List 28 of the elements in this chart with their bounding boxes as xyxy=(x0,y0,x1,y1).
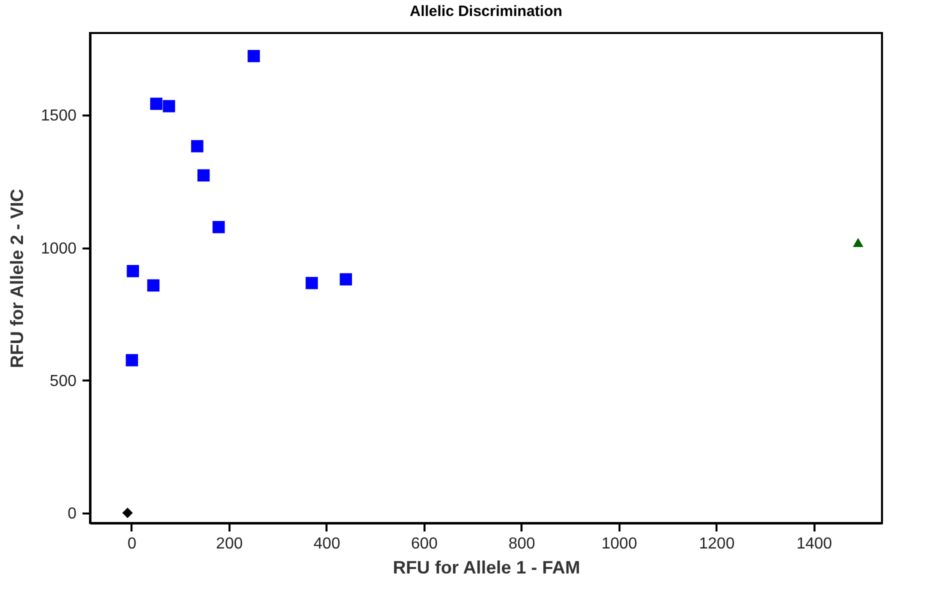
x-axis-title: RFU for Allele 1 - FAM xyxy=(392,558,580,578)
point xyxy=(147,279,160,292)
y-tick-label: 1000 xyxy=(40,240,77,258)
point xyxy=(191,140,204,152)
point xyxy=(340,273,352,286)
point xyxy=(126,354,138,366)
point xyxy=(162,100,176,112)
x-tick-label: 0 xyxy=(127,536,136,552)
x-tick-label: 600 xyxy=(411,536,438,552)
point xyxy=(306,276,318,290)
y-axis-title: RFU for Allele 2 - VIC xyxy=(6,188,27,368)
x-tick-label: 1000 xyxy=(602,536,638,552)
y-tick-label: 1500 xyxy=(40,108,77,125)
y-tick-label: 500 xyxy=(50,372,77,390)
x-tick-label: 800 xyxy=(508,536,536,552)
x-tick-label: 200 xyxy=(216,536,243,552)
chart-title: Allelic Discrimination xyxy=(410,3,562,20)
point xyxy=(248,50,260,62)
x-tick-label: 1200 xyxy=(698,536,735,552)
point xyxy=(122,508,133,518)
point xyxy=(150,98,162,110)
point xyxy=(126,264,140,278)
point xyxy=(852,238,864,248)
x-tick-label: 400 xyxy=(314,536,340,552)
point xyxy=(212,220,225,234)
y-tick-label: 0 xyxy=(68,505,77,522)
point xyxy=(197,169,210,182)
x-tick-label: 1400 xyxy=(796,536,832,552)
